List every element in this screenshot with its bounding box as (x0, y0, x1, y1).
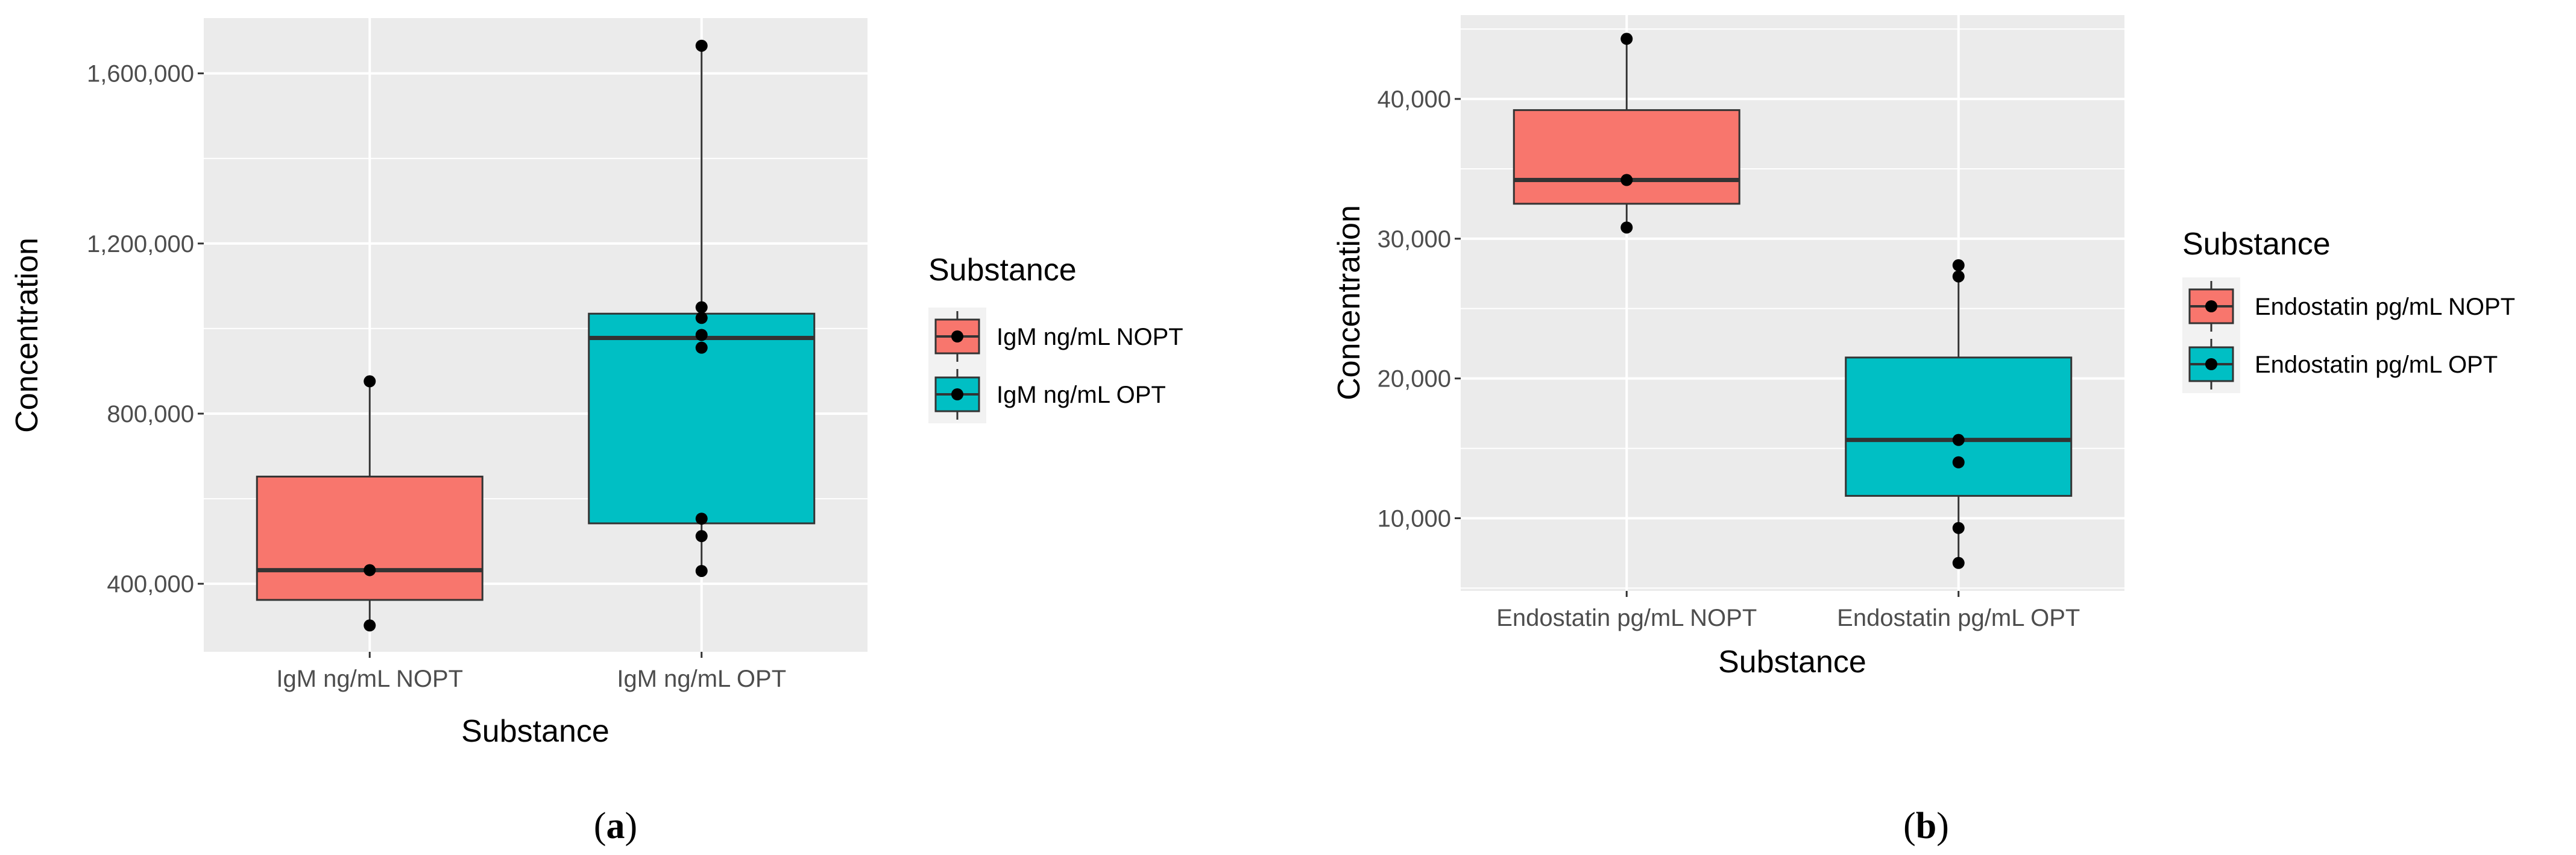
data-point (364, 375, 376, 388)
x-axis-title: Substance (1718, 645, 1866, 680)
y-axis-title: Concentration (1332, 205, 1367, 400)
x-axis-title: Substance (461, 714, 609, 749)
data-point (695, 564, 708, 577)
y-tick-label: 400,000 (107, 571, 194, 598)
legend-key-point (951, 388, 963, 400)
box-body (256, 475, 483, 601)
legend-entry: IgM ng/mL NOPT (928, 308, 1183, 365)
y-tick-label: 800,000 (107, 401, 194, 427)
legend-title: Substance (2182, 227, 2331, 262)
y-tick-label: 1,200,000 (87, 231, 194, 257)
data-point (695, 39, 708, 52)
data-point (1952, 522, 1965, 534)
box-body (1513, 109, 1740, 205)
data-point (695, 301, 708, 314)
legend-label: Endostatin pg/mL OPT (2255, 352, 2498, 378)
x-tick-label: Endostatin pg/mL NOPT (1496, 605, 1757, 631)
data-point (1952, 456, 1965, 469)
y-tick-label: 20,000 (1378, 366, 1451, 393)
x-tick-label: IgM ng/mL OPT (617, 666, 786, 692)
legend-key-point (2205, 358, 2217, 370)
y-axis-title: Concentration (10, 238, 45, 433)
data-point (364, 619, 376, 632)
legend-key-point (951, 330, 963, 342)
legend: Substance Endostatin pg/mL NOPT Endostatin… (2182, 227, 2515, 393)
panel-label-a: (a) (594, 806, 637, 847)
data-point (1620, 174, 1633, 186)
legend-label: IgM ng/mL OPT (997, 382, 1166, 408)
data-point (695, 312, 708, 324)
legend-key-point (2205, 300, 2217, 312)
y-tick-label: 40,000 (1378, 86, 1451, 113)
legend-title: Substance (928, 253, 1077, 288)
legend-entry: Endostatin pg/mL OPT (2182, 335, 2498, 393)
data-point (1620, 33, 1633, 45)
boxplot-1 (256, 381, 483, 626)
data-point (695, 530, 708, 543)
x-tick-labels: IgM ng/mL NOPT IgM ng/mL OPT (276, 652, 786, 692)
legend-label: IgM ng/mL NOPT (997, 324, 1183, 350)
data-point (695, 513, 708, 525)
legend: Substance IgM ng/mL NOPT IgM ng/mL OPT (928, 253, 1183, 423)
data-point (1620, 221, 1633, 234)
legend-label: Endostatin pg/mL NOPT (2255, 294, 2515, 320)
chart-panel-a: 400,000 800,000 1,200,000 1,600,000 IgM ng/… (10, 18, 1183, 847)
x-tick-labels: Endostatin pg/mL NOPT Endostatin pg/mL OP… (1496, 591, 2080, 631)
data-points (364, 39, 708, 632)
y-tick-label: 1,600,000 (87, 61, 194, 87)
plot-background (1461, 15, 2124, 591)
panel-label-b: (b) (1903, 806, 1949, 847)
data-point (1952, 434, 1965, 446)
x-tick-label: Endostatin pg/mL OPT (1837, 605, 2080, 631)
y-tick-label: 30,000 (1378, 226, 1451, 253)
y-tick-labels: 10,000 20,000 30,000 40,000 (1378, 86, 1461, 532)
data-point (1952, 259, 1965, 271)
box-series (256, 45, 816, 626)
data-point (695, 329, 708, 341)
data-point (1952, 270, 1965, 283)
data-points (1620, 33, 1965, 569)
box-body (1845, 356, 2073, 497)
grid-lines (1461, 15, 2124, 591)
legend-entry: IgM ng/mL OPT (928, 365, 1166, 423)
data-point (695, 341, 708, 354)
y-tick-label: 10,000 (1378, 505, 1451, 532)
chart-panel-b: 10,000 20,000 30,000 40,000 Endostatin pg/m… (1332, 15, 2515, 847)
y-tick-labels: 400,000 800,000 1,200,000 1,600,000 (87, 61, 204, 598)
legend-entry: Endostatin pg/mL NOPT (2182, 277, 2515, 335)
data-point (364, 564, 376, 576)
x-tick-label: IgM ng/mL NOPT (276, 666, 463, 692)
data-point (1952, 557, 1965, 569)
